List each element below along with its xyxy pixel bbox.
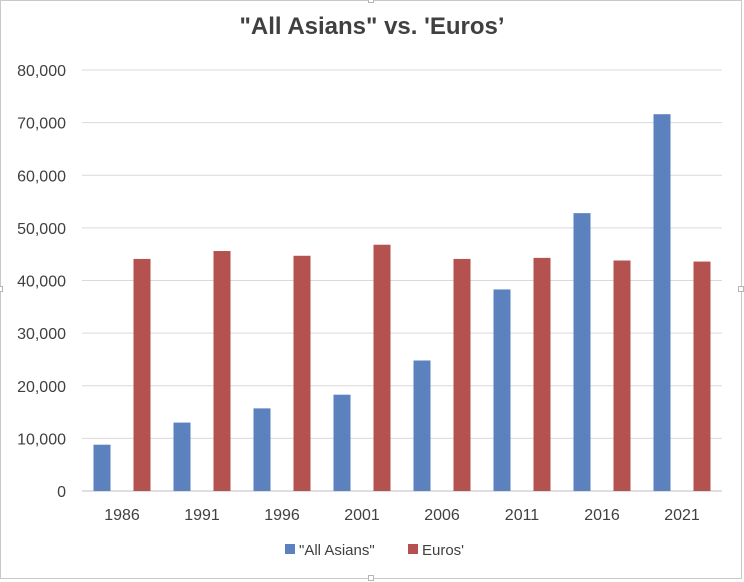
x-tick-label: 2021 <box>664 507 700 524</box>
legend-label-all-asians: "All Asians" <box>299 542 375 559</box>
legend-label-euros: Euros' <box>422 542 464 559</box>
bars <box>93 114 711 491</box>
bar-euros <box>293 255 311 491</box>
y-tick-label: 80,000 <box>17 63 66 80</box>
legend-swatch-euros <box>408 544 418 554</box>
y-tick-label: 60,000 <box>17 168 66 185</box>
bar-all-asians <box>93 444 111 491</box>
bar-all-asians <box>573 213 591 491</box>
x-tick-label: 2006 <box>424 507 460 524</box>
bar-all-asians <box>493 289 511 491</box>
x-tick-label: 2016 <box>584 507 620 524</box>
x-tick-label: 1986 <box>104 507 140 524</box>
x-tick-label: 2011 <box>505 507 540 524</box>
bar-euros <box>373 244 391 491</box>
bar-euros <box>213 251 231 491</box>
bar-euros <box>453 258 471 491</box>
resize-handle-left[interactable] <box>0 286 3 292</box>
bar-all-asians <box>653 114 671 491</box>
bar-all-asians <box>253 408 271 491</box>
x-tick-label: 1991 <box>184 507 220 524</box>
legend: "All Asians" Euros' <box>285 542 464 559</box>
y-tick-label: 20,000 <box>17 379 66 396</box>
y-axis-tick-labels: 0 10,000 20,000 30,000 40,000 50,000 60,000 70,… <box>17 63 66 501</box>
y-tick-label: 40,000 <box>17 274 66 291</box>
bar-euros <box>533 257 551 491</box>
resize-handle-top[interactable] <box>368 0 374 3</box>
x-tick-label: 2001 <box>344 507 380 524</box>
y-tick-label: 70,000 <box>17 116 66 133</box>
y-tick-label: 50,000 <box>17 221 66 238</box>
x-tick-label: 1996 <box>264 507 300 524</box>
legend-swatch-all-asians <box>285 544 295 554</box>
resize-handle-bottom[interactable] <box>368 575 374 581</box>
bar-euros <box>133 258 151 491</box>
bar-euros <box>613 260 631 491</box>
bar-all-asians <box>173 422 191 491</box>
y-tick-label: 30,000 <box>17 326 66 343</box>
y-tick-label: 0 <box>57 484 66 501</box>
bar-all-asians <box>413 360 431 491</box>
chart-title: "All Asians" vs. 'Euros’ <box>240 13 505 40</box>
bar-all-asians <box>333 394 351 491</box>
bar-euros <box>693 261 711 491</box>
x-axis-tick-labels: 1986 1991 1996 2001 2006 2011 2016 2021 <box>104 507 700 524</box>
y-tick-label: 10,000 <box>17 431 66 448</box>
